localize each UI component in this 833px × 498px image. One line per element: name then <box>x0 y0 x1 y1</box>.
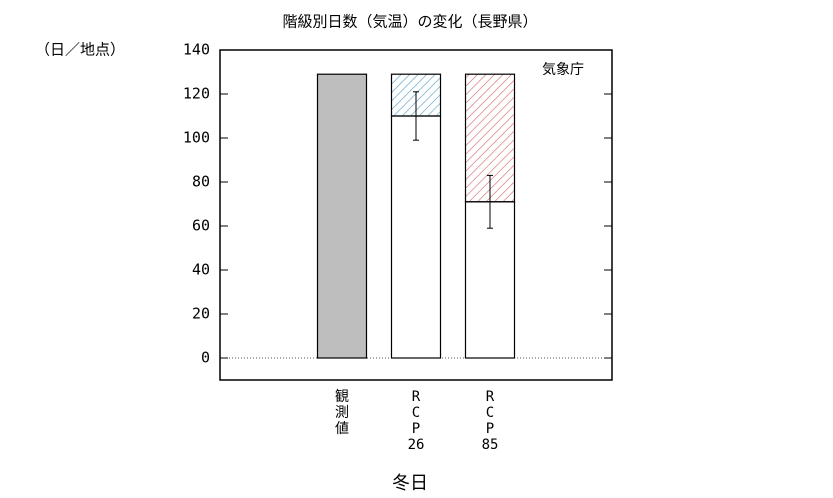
plot-frame <box>219 49 613 381</box>
y-tick-label: 40 <box>192 261 210 279</box>
y-tick-label: 80 <box>192 173 210 191</box>
x-tick-label: R C P 85 <box>482 389 499 453</box>
y-tick-label: 20 <box>192 305 210 323</box>
chart-title: 階級別日数（気温）の変化（長野県） <box>282 13 537 31</box>
error-bar <box>487 174 493 229</box>
y-tick-label: 140 <box>183 41 210 59</box>
x-axis-label: 冬日 <box>392 473 428 494</box>
error-bar <box>413 91 419 141</box>
bar-segment <box>390 115 442 359</box>
x-tick-label: R C P 26 <box>408 389 425 453</box>
y-unit-label: （日／地点） <box>35 41 125 59</box>
y-tick-label: 120 <box>183 85 210 103</box>
y-tick-label: 60 <box>192 217 210 235</box>
bar-segment <box>316 73 368 359</box>
annotation: 気象庁 <box>542 62 584 78</box>
y-tick-label: 100 <box>183 129 210 147</box>
x-tick-label: 観測値 <box>335 388 349 437</box>
y-tick-label: 0 <box>201 349 210 367</box>
